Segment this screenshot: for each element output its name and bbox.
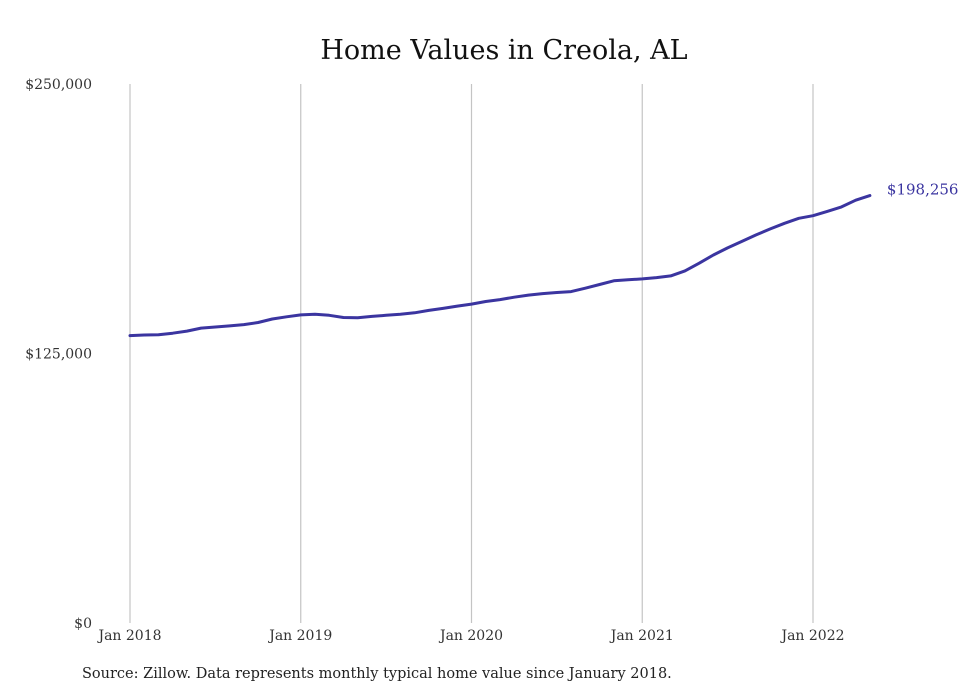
- y-tick-label: $250,000: [25, 77, 92, 93]
- x-axis-tick-labels: Jan 2018 Jan 2019 Jan 2020 Jan 2021 Jan 2022: [96, 628, 844, 644]
- chart-title: Home Values in Creola, AL: [320, 35, 687, 66]
- y-tick-label: $125,000: [25, 347, 92, 363]
- x-tick-label: Jan 2021: [609, 628, 674, 644]
- series-line: [128, 194, 872, 338]
- gridlines: [129, 84, 814, 623]
- y-tick-label: $0: [74, 616, 92, 632]
- x-tick-label: Jan 2018: [96, 628, 161, 644]
- x-tick-label: Jan 2019: [267, 628, 332, 644]
- x-tick-label: Jan 2022: [779, 628, 844, 644]
- end-value-label: $198,256: [887, 181, 959, 199]
- y-axis-tick-labels: $0 $125,000 $250,000: [25, 77, 92, 632]
- x-tick-label: Jan 2020: [438, 628, 503, 644]
- series-group: [128, 194, 872, 338]
- source-note: Source: Zillow. Data represents monthly …: [82, 666, 672, 682]
